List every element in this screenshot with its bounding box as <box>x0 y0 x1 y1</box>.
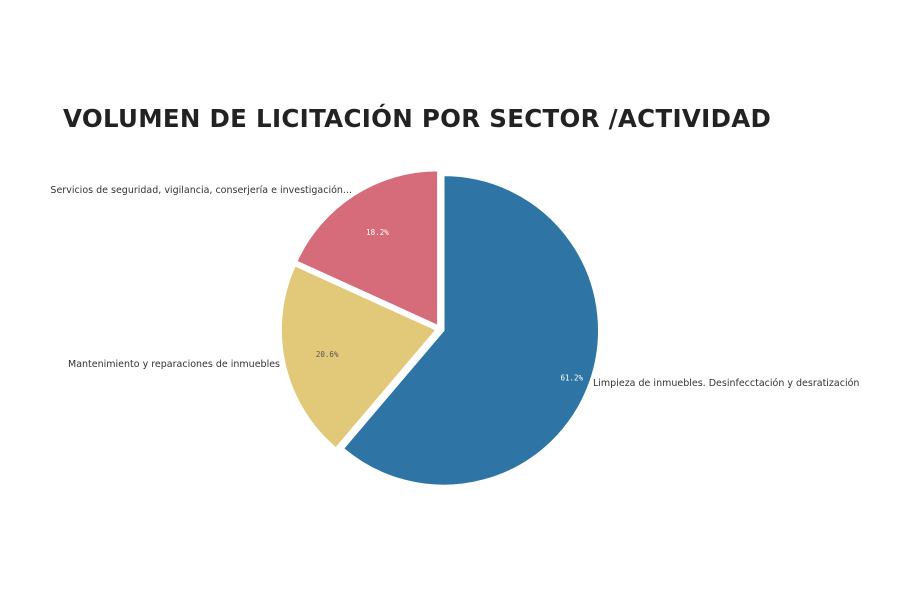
slice-percent-label: 61.2% <box>561 373 584 382</box>
pie-slice[interactable] <box>296 169 439 327</box>
pie-slice[interactable] <box>342 174 600 487</box>
slice-category-label: Limpieza de inmuebles. Desinfecctación y… <box>593 378 859 389</box>
chart-title: VOLUMEN DE LICITACIÓN POR SECTOR /ACTIVI… <box>63 104 772 133</box>
slice-category-label: Servicios de seguridad, vigilancia, cons… <box>50 185 352 196</box>
slice-category-label: Mantenimiento y reparaciones de inmueble… <box>68 359 280 370</box>
slice-percent-label: 20.6% <box>316 350 339 359</box>
slice-percent-label: 18.2% <box>366 228 389 237</box>
pie-slice[interactable] <box>280 264 437 449</box>
